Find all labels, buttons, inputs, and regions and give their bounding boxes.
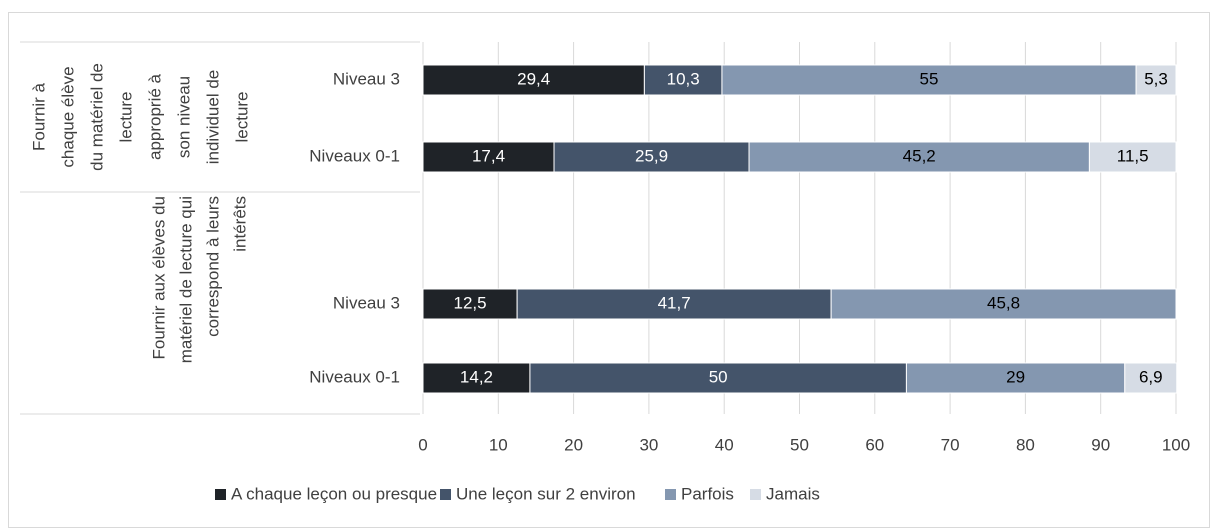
group-label: Fournir à <box>29 82 48 151</box>
x-tick-label: 70 <box>941 435 960 454</box>
legend-label: Jamais <box>766 484 820 503</box>
value-label: 55 <box>920 69 939 88</box>
value-label: 41,7 <box>658 293 691 312</box>
category-label: Niveau 3 <box>333 293 400 312</box>
value-label: 5,3 <box>1144 69 1168 88</box>
category-label: Niveaux 0-1 <box>309 146 400 165</box>
x-tick-label: 0 <box>418 435 427 454</box>
group-label: matériel de lecture qui <box>176 196 195 363</box>
group-label: lecture <box>116 91 135 142</box>
group-label: chaque élève <box>58 66 77 167</box>
bar-segment <box>905 362 1126 394</box>
bar-segment <box>529 362 907 394</box>
value-label: 45,2 <box>903 146 936 165</box>
x-tick-label: 60 <box>865 435 884 454</box>
value-label: 45,8 <box>987 293 1020 312</box>
x-tick-label: 100 <box>1162 435 1190 454</box>
category-label: Niveaux 0-1 <box>309 367 400 386</box>
value-label: 29,4 <box>517 69 550 88</box>
group-label: individuel de <box>203 70 222 165</box>
legend-swatch <box>665 489 676 500</box>
bar-segment <box>422 362 531 394</box>
bar-segment <box>422 141 555 173</box>
bar-segment <box>721 64 1137 96</box>
x-tick-label: 90 <box>1091 435 1110 454</box>
value-label: 29 <box>1006 367 1025 386</box>
x-tick-label: 40 <box>715 435 734 454</box>
x-tick-label: 20 <box>564 435 583 454</box>
bar-segment <box>748 141 1090 173</box>
value-label: 50 <box>709 367 728 386</box>
bar-segment <box>516 288 832 320</box>
category-label: Niveau 3 <box>333 69 400 88</box>
bar-segment <box>553 141 750 173</box>
legend-swatch <box>750 489 761 500</box>
bar-segment <box>1135 64 1177 96</box>
group-label: son niveau <box>174 76 193 158</box>
bar-segment <box>1124 362 1178 394</box>
x-tick-label: 30 <box>639 435 658 454</box>
legend-swatch <box>440 489 451 500</box>
legend-label: A chaque leçon ou presque <box>231 484 437 503</box>
x-tick-label: 80 <box>1016 435 1035 454</box>
value-label: 25,9 <box>635 146 668 165</box>
group-label: correspond à leurs <box>203 196 222 337</box>
value-label: 17,4 <box>472 146 505 165</box>
group-label: approprié à <box>145 73 164 160</box>
value-label: 11,5 <box>1117 146 1149 165</box>
chart-border <box>8 12 1210 528</box>
value-label: 6,9 <box>1139 367 1163 386</box>
x-tick-label: 50 <box>790 435 809 454</box>
group-label: intérêts <box>230 196 249 252</box>
group-label: du matériel de <box>87 63 106 171</box>
bar-segment <box>1088 141 1177 173</box>
value-label: 14,2 <box>460 367 493 386</box>
value-label: 12,5 <box>454 293 487 312</box>
value-label: 10,3 <box>667 69 700 88</box>
group-label: lecture <box>232 91 251 142</box>
legend-label: Parfois <box>681 484 734 503</box>
x-tick-label: 10 <box>489 435 508 454</box>
group-label: Fournir aux élèves du <box>149 196 168 359</box>
bar-segment <box>643 64 723 96</box>
bar-segment <box>830 288 1177 320</box>
legend-swatch <box>215 489 226 500</box>
legend-label: Une leçon sur 2 environ <box>456 484 636 503</box>
